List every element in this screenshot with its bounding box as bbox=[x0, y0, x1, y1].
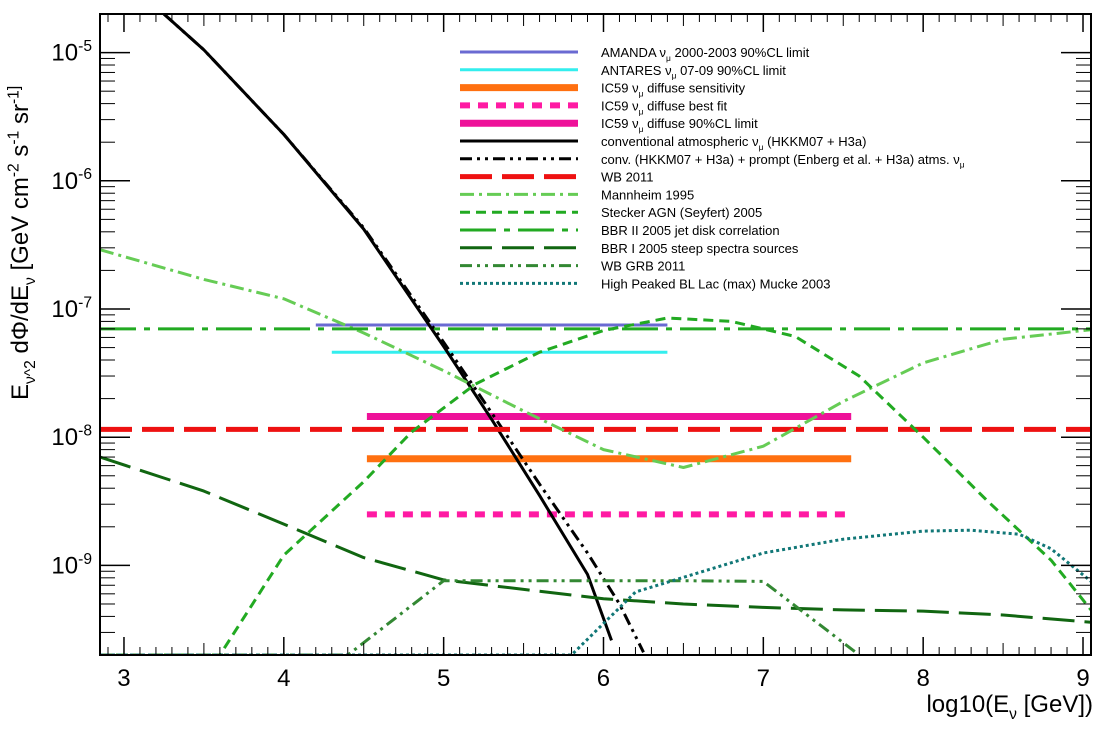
series-line-13 bbox=[100, 579, 861, 655]
plot-frame bbox=[99, 13, 1092, 656]
legend-label-7: conv. (HKKM07 + H3a) + prompt (Enberg et… bbox=[601, 152, 965, 170]
legend-label-5: IC59 νμ diffuse 90%CL limit bbox=[601, 116, 758, 134]
y-tick-label: 10-7​ bbox=[51, 294, 92, 323]
legend-label-4: IC59 νμ diffuse best fit bbox=[601, 98, 728, 116]
legend-label-1: AMANDA νμ 2000-2003 90%CL limit bbox=[601, 45, 810, 63]
legend-label-11: BBR II 2005 jet disk correlation bbox=[601, 223, 780, 238]
x-tick-label: 3 bbox=[117, 665, 130, 692]
series-line-14 bbox=[100, 528, 1091, 655]
legend-label-3: IC59 νμ diffuse sensitivity bbox=[601, 81, 746, 99]
y-tick-label: 10-5​ bbox=[51, 38, 92, 67]
series-line-10 bbox=[100, 316, 1091, 655]
axis-ticks: 3 4 5 6 7 8 9 10-9​ 10-8​ 10-7​ 10-6​ 10-5​ bbox=[51, 13, 1091, 692]
x-tick-label: 8 bbox=[916, 665, 929, 692]
legend-label-9: Mannheim 1995 bbox=[601, 187, 694, 202]
x-tick-label: 7 bbox=[757, 665, 770, 692]
y-tick-label: 10-6​ bbox=[51, 166, 92, 195]
x-tick-label: 6 bbox=[597, 665, 610, 692]
x-tick-label: 4 bbox=[277, 665, 290, 692]
legend-label-2: ANTARES νμ 07-09 90%CL limit bbox=[601, 63, 786, 81]
series-line-9 bbox=[100, 248, 1091, 469]
y-tick-label: 10-8​ bbox=[51, 423, 92, 452]
legend-label-6: conventional atmospheric νμ (HKKM07 + H3… bbox=[601, 134, 866, 152]
series-line-12 bbox=[100, 455, 1091, 624]
legend-label-14: High Peaked BL Lac (max) Mucke 2003 bbox=[601, 276, 830, 291]
legend-label-12: BBR I 2005 steep spectra sources bbox=[601, 241, 799, 256]
x-axis-title: log10(Eν [GeV]) bbox=[926, 691, 1093, 723]
series-line-6 bbox=[162, 14, 613, 641]
series-layer bbox=[100, 14, 1091, 655]
x-tick-label: 9 bbox=[1076, 665, 1089, 692]
legend-label-8: WB 2011 bbox=[601, 170, 654, 185]
y-axis-title: Eν^2 dΦ/dEν [GeV cm-2 s-1 sr-1]​ bbox=[5, 86, 39, 400]
series-line-7 bbox=[162, 14, 645, 653]
x-tick-label: 5 bbox=[437, 665, 450, 692]
y-tick-label: 10-9​ bbox=[51, 551, 92, 580]
legend-label-13: WB GRB 2011 bbox=[601, 259, 685, 274]
legend-label-10: Stecker AGN (Seyfert) 2005 bbox=[601, 205, 762, 220]
